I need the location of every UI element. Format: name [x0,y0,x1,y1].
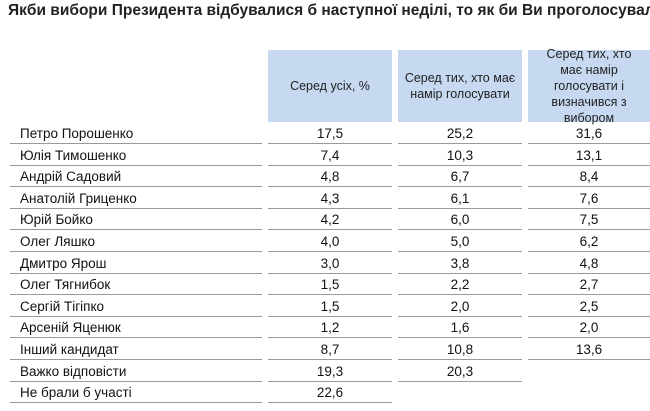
value-cell: 13,6 [528,339,650,360]
value-cell: 6,7 [398,166,522,188]
row-label: Юрій Бойко [10,209,262,231]
value-cell: 2,2 [398,274,522,296]
value-cell: 2,0 [398,296,522,317]
row-label: Андрій Садовий [10,166,262,188]
value-cell: 22,6 [268,382,392,404]
value-cell: 2,7 [528,274,650,296]
title: Якби вибори Президента відбувалися б нас… [8,2,650,19]
row-label: Олег Тягнибок [10,274,262,296]
value-cell: 7,4 [268,145,392,166]
value-cell: 4,8 [528,253,650,274]
row-label: Анатолій Гриценко [10,188,262,209]
value-cell: 25,2 [398,123,522,144]
row-label: Сергій Тігіпко [10,296,262,317]
value-cell: 4,8 [268,166,392,188]
row-label: Інший кандидат [10,339,262,360]
row-label: Юлія Тимошенко [10,145,262,166]
value-cell: 10,8 [398,339,522,360]
row-label: Важко відповісти [10,361,262,382]
column-header: Серед тих, хто має намір голосувати [398,50,522,122]
value-cell: 8,7 [268,339,392,360]
row-label: Дмитро Ярош [10,253,262,274]
value-cell: 10,3 [398,145,522,166]
value-cell: 20,3 [398,361,522,382]
value-cell: 1,5 [268,296,392,317]
value-cell: 19,3 [268,361,392,382]
value-cell: 17,5 [268,123,392,144]
row-label: Петро Порошенко [10,123,262,144]
value-cell: 6,2 [528,231,650,252]
value-cell: 6,1 [398,188,522,209]
column-header: Серед усіх, % [268,50,392,122]
value-cell: 3,8 [398,253,522,274]
value-cell: 1,2 [268,317,392,339]
value-cell: 2,5 [528,296,650,317]
value-cell: 1,6 [398,317,522,339]
value-cell: 6,0 [398,209,522,231]
row-label: Не брали б участі [10,382,262,404]
row-label: Арсеній Яценюк [10,317,262,339]
row-label: Олег Ляшко [10,231,262,252]
value-cell: 2,0 [528,317,650,339]
value-cell: 5,0 [398,231,522,252]
value-cell: 4,2 [268,209,392,231]
value-cell: 3,0 [268,253,392,274]
column-header: Серед тих, хто має намір голосувати і ви… [528,47,650,125]
value-cell: 31,6 [528,123,650,144]
value-cell: 1,5 [268,274,392,296]
value-cell: 13,1 [528,145,650,166]
value-cell: 4,0 [268,231,392,252]
value-cell: 4,3 [268,188,392,209]
value-cell: 7,5 [528,209,650,231]
value-cell: 7,6 [528,188,650,209]
value-cell: 8,4 [528,166,650,188]
